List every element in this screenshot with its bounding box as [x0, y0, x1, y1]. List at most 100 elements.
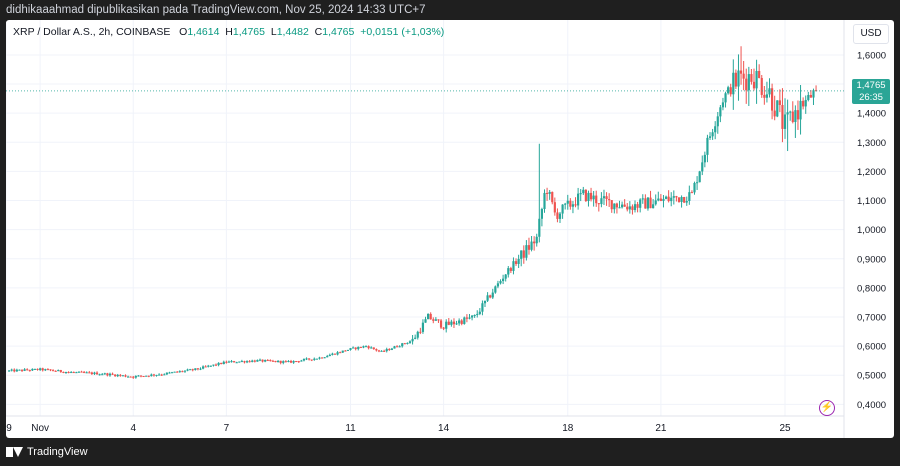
candle-body [33, 368, 37, 370]
candle-body [36, 368, 39, 370]
candle-body [183, 370, 187, 372]
candle-body [95, 372, 99, 375]
candle-body [683, 196, 686, 203]
candle-body [745, 78, 748, 91]
candle-body [507, 268, 510, 275]
candle-body [442, 327, 445, 329]
candle-body [385, 349, 388, 352]
candle-body [88, 372, 91, 374]
candle-body [584, 189, 587, 202]
candle-body [721, 102, 725, 108]
candle-body [483, 300, 487, 304]
lightning-icon[interactable]: ⚡ [819, 400, 835, 416]
candle-body [170, 372, 174, 374]
candle-body [517, 258, 520, 264]
candle-body [31, 368, 34, 371]
candle-body [297, 361, 300, 363]
candle-body [437, 319, 440, 321]
candle-body [807, 94, 810, 100]
candle-body [551, 191, 554, 203]
candle-body [323, 357, 326, 359]
candle-body [20, 369, 24, 371]
candle-body [566, 200, 569, 204]
candle-body [207, 365, 210, 367]
candle-body [261, 359, 264, 362]
candle-body [258, 359, 262, 361]
candle-body [543, 192, 546, 209]
candle-body [781, 104, 784, 129]
currency-button[interactable]: USD [853, 24, 889, 44]
candle-body [28, 370, 31, 372]
candle-body [77, 371, 81, 373]
low-label: L [270, 26, 277, 38]
candle-body [644, 198, 647, 209]
candle-body [367, 346, 370, 349]
candle-body [39, 368, 42, 370]
x-tick-label: 25 [779, 423, 791, 434]
candle-body [476, 313, 479, 315]
candle-body [561, 204, 564, 214]
candle-body [538, 218, 541, 237]
candle-body [499, 281, 502, 284]
candle-body [46, 369, 49, 371]
candle-body [80, 371, 83, 373]
candle-body [287, 361, 290, 363]
candle-body [434, 319, 437, 321]
y-tick-label: 1,2000 [857, 167, 886, 178]
candle-body [44, 369, 47, 371]
candle-body [194, 368, 197, 371]
candle-body [103, 373, 106, 375]
candle-body [181, 371, 184, 373]
candle-body [760, 77, 763, 95]
candle-body [533, 241, 536, 244]
candle-body [10, 369, 13, 371]
candle-body [354, 347, 357, 350]
candle-body [706, 137, 709, 155]
candle-body [460, 320, 463, 324]
candle-body [380, 350, 383, 352]
candle-body [577, 193, 580, 206]
candle-body [59, 370, 62, 372]
candle-body [160, 374, 163, 376]
candle-body [677, 197, 681, 202]
candle-body [414, 337, 417, 339]
candlestick-chart[interactable]: 1,60001,50001,40001,30001,20001,10001,00… [6, 20, 894, 438]
x-tick-label: 4 [130, 423, 136, 434]
x-tick-label: 21 [655, 423, 667, 434]
y-tick-label: 1,6000 [857, 50, 886, 61]
candle-body [419, 331, 422, 333]
candle-body [770, 88, 774, 111]
candle-body [750, 74, 753, 82]
candle-body [370, 347, 373, 349]
candle-body [83, 371, 86, 373]
candle-body [62, 371, 65, 373]
candle-body [217, 362, 220, 366]
candle-body [388, 349, 391, 351]
candle-body [292, 361, 295, 363]
candle-body [401, 343, 404, 347]
candle-body [375, 349, 378, 351]
candle-body [403, 343, 406, 345]
x-tick-label: 18 [562, 423, 574, 434]
x-tick-label: 9 [6, 423, 12, 434]
candle-body [620, 204, 624, 208]
candle-body [26, 369, 29, 371]
footer-brand: TradingView [6, 442, 88, 462]
candle-body [411, 338, 414, 342]
high-value: 1,4765 [232, 26, 265, 38]
candle-body [708, 136, 712, 138]
candle-body [364, 346, 368, 348]
candle-body [734, 72, 737, 87]
chart-panel[interactable]: 1,60001,50001,40001,30001,20001,10001,00… [6, 20, 894, 438]
candle-body [812, 90, 815, 98]
candle-body [225, 361, 228, 363]
candle-body [145, 375, 148, 377]
candle-body [359, 346, 362, 348]
candle-body [716, 116, 719, 127]
candle-body [222, 361, 225, 365]
candle-body [776, 100, 779, 117]
candle-body [481, 303, 484, 312]
y-tick-label: 1,4000 [857, 109, 886, 120]
candle-body [245, 361, 249, 363]
publisher-text: didhikaaahmad dipublikasikan pada Tradin… [6, 4, 426, 16]
